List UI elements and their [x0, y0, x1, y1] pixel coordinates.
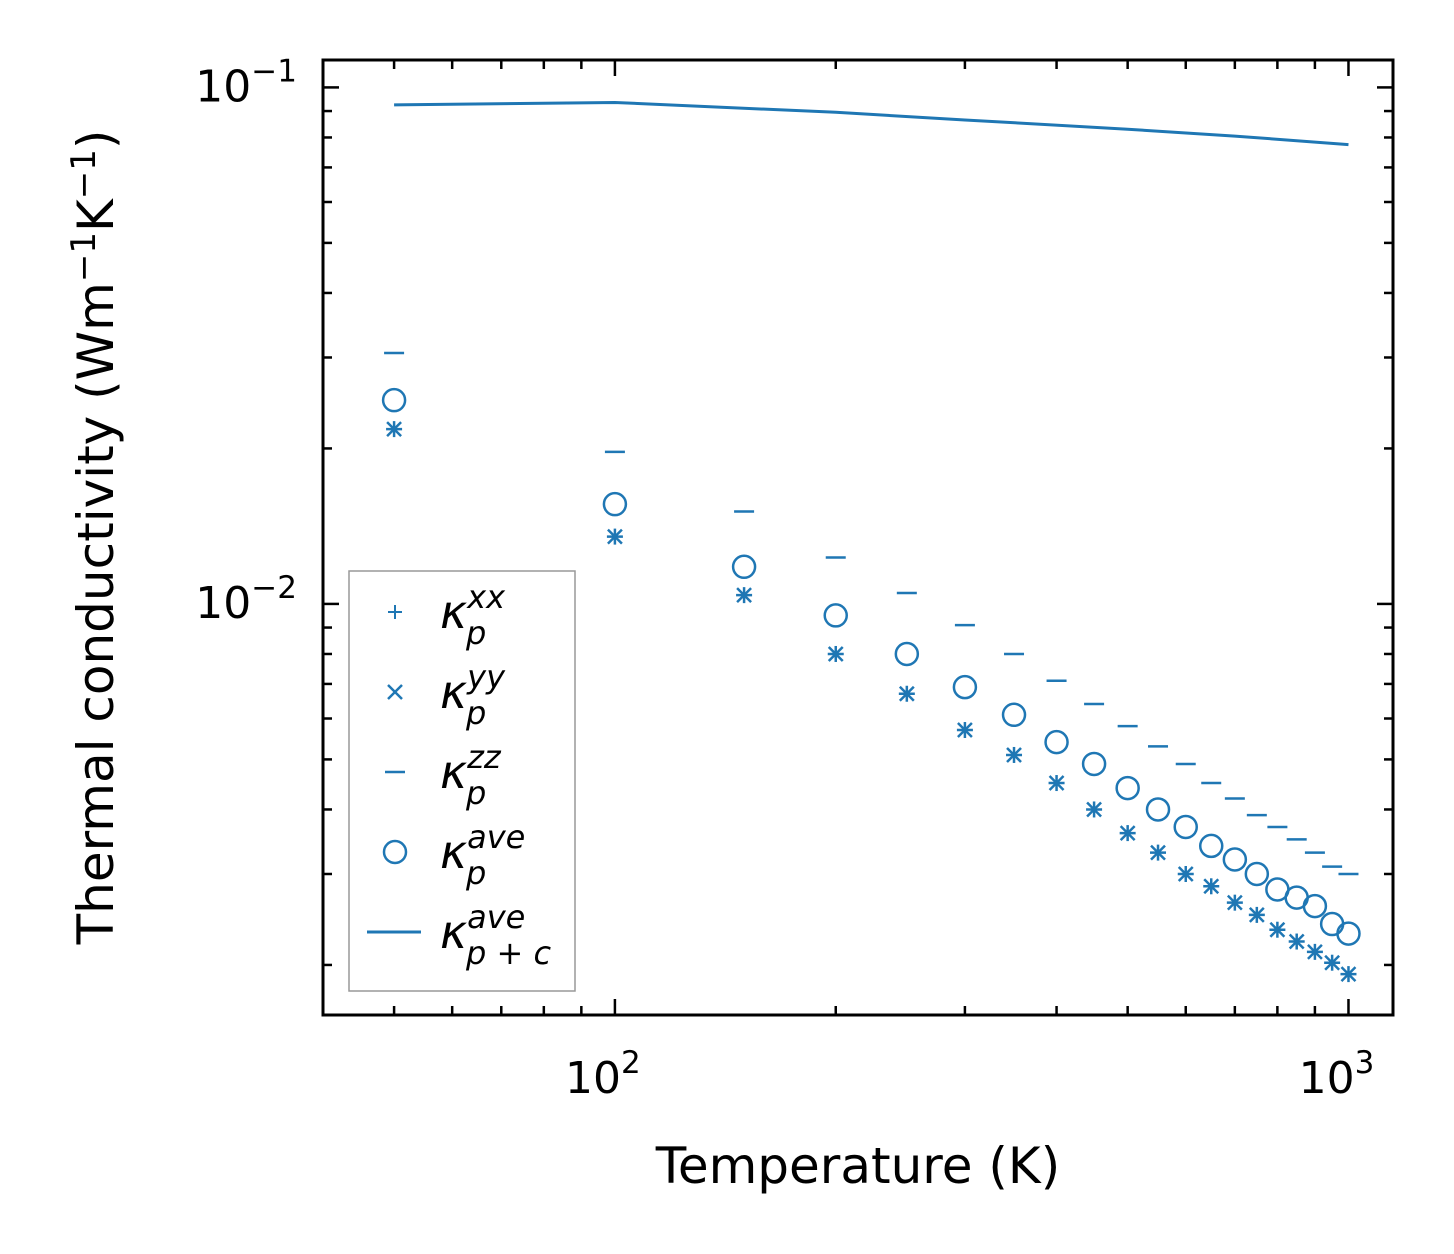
series-kappa_p^ave	[381, 387, 1361, 946]
point-kappa_p^yy-750	[1248, 907, 1265, 923]
legend-entry-ave-3: κave p	[382, 818, 525, 892]
y-tick-label: 10−2	[195, 570, 297, 629]
point-kappa_p^yy-950	[1324, 954, 1341, 971]
point-kappa_p^yy-650-d2	[1203, 878, 1220, 895]
point-kappa_p^ave-50	[381, 387, 407, 413]
point-kappa_p^yy-600	[1177, 866, 1194, 882]
point-kappa_p^yy-400-d2	[1048, 775, 1065, 791]
point-kappa_p^yy-500	[1119, 825, 1136, 841]
point-kappa_p^yy-200-d2	[827, 646, 844, 662]
point-kappa_p^yy-950-d2	[1324, 954, 1341, 971]
point-kappa_p^ave-350	[1001, 702, 1027, 728]
x-tick-label: 102	[565, 1045, 641, 1104]
point-kappa_p^ave-650	[1198, 833, 1224, 859]
point-kappa_p^ave-600	[1173, 814, 1198, 840]
point-kappa_p^yy-50-d2	[386, 421, 402, 437]
point-kappa_p^yy-900-d2	[1307, 943, 1323, 960]
point-kappa_p^ave-250	[894, 641, 920, 667]
point-kappa_p^yy-700	[1226, 894, 1243, 911]
series-line-kappa_p+c^ave	[394, 100, 1349, 147]
point-kappa_p^yy-250-d2	[898, 685, 915, 702]
point-kappa_p^yy-200	[827, 646, 844, 662]
point-kappa_p^ave-1000	[1336, 921, 1361, 946]
point-kappa_p^ave-400	[1044, 729, 1069, 755]
point-kappa_p^yy-800-d2	[1269, 921, 1286, 938]
point-kappa_p^ave-750	[1244, 861, 1270, 887]
point-kappa_p^yy-850	[1288, 933, 1305, 950]
point-kappa_p^yy-150	[736, 587, 752, 604]
y-axis-label: Thermal conductivity (Wm−1K−1)	[64, 130, 125, 946]
legend-marker-x	[387, 684, 403, 700]
point-kappa_p^yy-450-d2	[1086, 801, 1102, 818]
point-kappa_p^yy-550	[1150, 844, 1166, 861]
y-axis-label-exp2: −1	[64, 149, 104, 199]
point-kappa_p^yy-50	[386, 421, 402, 437]
point-kappa_p^yy-350	[1006, 747, 1022, 763]
series-kappa_p+c^ave	[394, 100, 1349, 147]
point-kappa_p^yy-750-d2	[1248, 907, 1265, 923]
y-tick-label: 10−1	[195, 53, 297, 112]
y-axis-label-unit-k: K	[67, 198, 125, 232]
legend-marker-circle	[382, 839, 408, 865]
point-kappa_p^ave-500	[1115, 775, 1140, 801]
point-kappa_p^ave-900	[1302, 893, 1328, 919]
point-kappa_p^yy-850-d2	[1288, 933, 1305, 950]
point-kappa_p^yy-150-d2	[736, 587, 752, 604]
x-tick-label: 103	[1299, 1045, 1375, 1104]
point-kappa_p^yy-400	[1048, 775, 1065, 791]
point-kappa_p^ave-150	[731, 554, 757, 580]
point-kappa_p^yy-100-d2	[607, 528, 623, 545]
y-axis-label-base: Thermal conductivity (Wm	[67, 282, 125, 945]
legend-label: κave p + c	[440, 898, 551, 972]
legend-entry-ave-4: κave p + c	[367, 898, 551, 972]
point-kappa_p^yy-300	[957, 722, 973, 738]
point-kappa_p^yy-550-d2	[1150, 844, 1166, 861]
legend-entry-yy-1: κyy p	[387, 658, 506, 732]
x-axis-label: Temperature (K)	[655, 1137, 1060, 1195]
point-kappa_p^yy-250	[898, 685, 915, 702]
point-kappa_p^ave-550	[1145, 797, 1171, 822]
point-kappa_p^yy-650	[1203, 878, 1220, 895]
plot-marks	[381, 100, 1361, 983]
legend-frame	[348, 570, 576, 992]
series-kappa_p^yy	[386, 421, 1357, 982]
point-kappa_p^ave-950	[1319, 911, 1345, 937]
point-kappa_p^ave-300	[952, 674, 978, 700]
point-kappa_p^ave-450	[1081, 751, 1107, 777]
point-kappa_p^yy-100	[607, 528, 623, 545]
point-kappa_p^yy-300-d2	[957, 722, 973, 738]
point-kappa_p^yy-900	[1307, 943, 1323, 960]
point-kappa_p^ave-200	[823, 603, 848, 628]
point-kappa_p^yy-600-d2	[1177, 866, 1194, 882]
legend-label: κzz p	[440, 738, 502, 812]
point-kappa_p^ave-700	[1222, 847, 1248, 872]
tick-labels: 102 103 10−2 10−1	[195, 53, 1374, 1104]
point-kappa_p^yy-450	[1086, 801, 1102, 818]
plot-frame	[321, 58, 1395, 1017]
legend-label: κave p	[440, 818, 525, 892]
point-kappa_p^yy-1000-d2	[1340, 966, 1357, 982]
y-axis-label-exp1: −1	[64, 232, 104, 282]
point-kappa_p^ave-100	[602, 491, 628, 517]
series-kappa_p^zz	[384, 351, 1359, 876]
legend-entry-zz-2: κzz p	[385, 738, 502, 812]
legend-label: κyy p	[440, 658, 506, 732]
point-kappa_p^yy-350-d2	[1006, 747, 1022, 763]
point-kappa_p^yy-500-d2	[1119, 825, 1136, 841]
legend-label: κxx p	[440, 578, 506, 652]
legend-marker-x-d2	[387, 684, 403, 700]
legend-entry-xx-0: κxx p	[388, 578, 506, 652]
point-kappa_p^yy-1000	[1340, 966, 1357, 982]
y-axis-label-close: )	[67, 130, 125, 150]
legend-marker-plus	[388, 605, 402, 619]
point-kappa_p^yy-800	[1269, 921, 1286, 938]
major-ticks	[323, 60, 1393, 1015]
point-kappa_p^yy-700-d2	[1226, 894, 1243, 911]
